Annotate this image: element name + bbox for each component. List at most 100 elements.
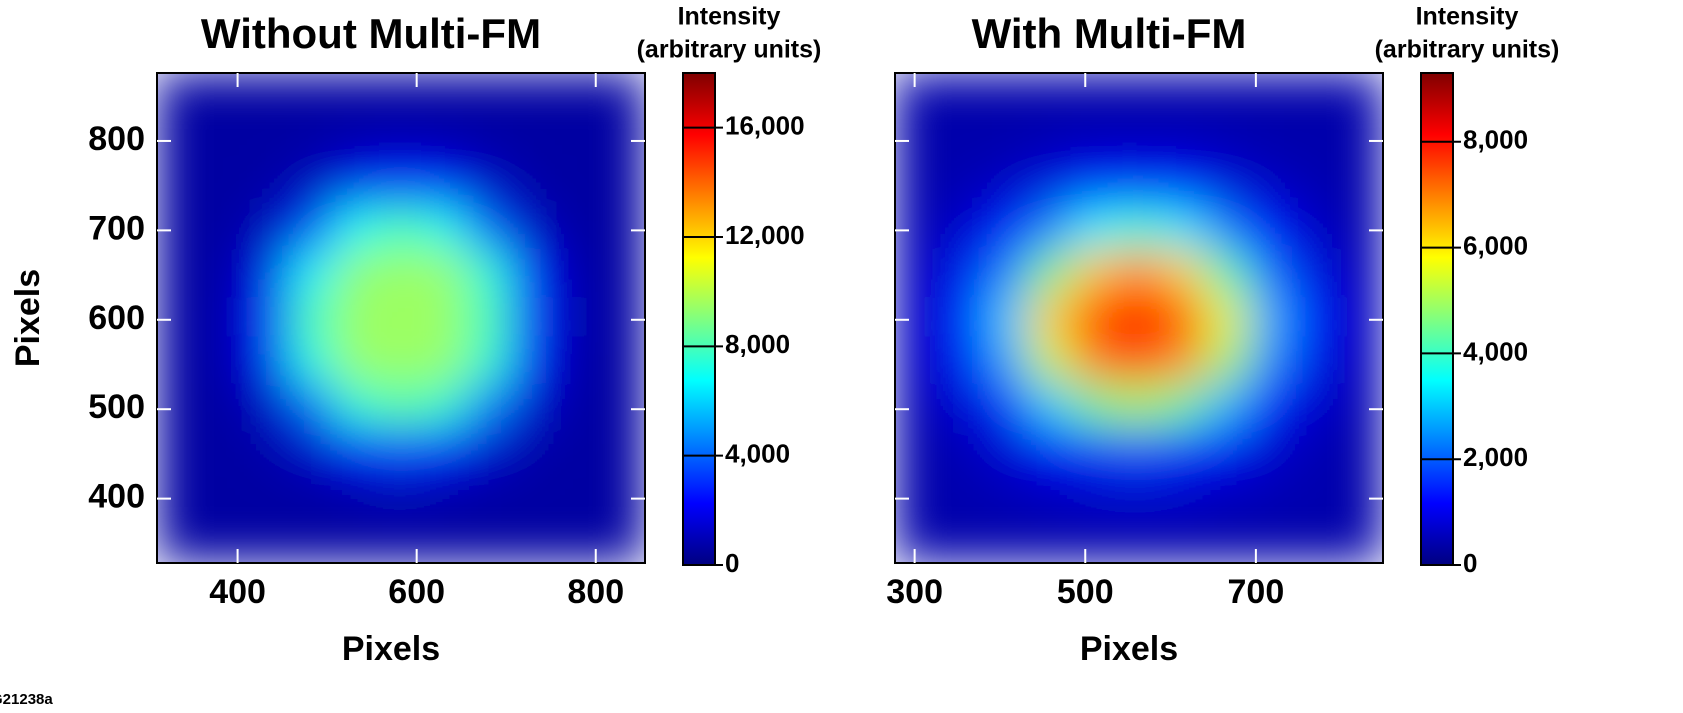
heatmap-cell <box>333 383 380 430</box>
heatmap-cell <box>422 73 469 119</box>
heatmap-cell <box>157 427 203 475</box>
heatmap-cell <box>245 73 291 119</box>
heatmap-cell <box>1071 338 1118 386</box>
heatmap-cell <box>554 295 602 341</box>
heatmap-cell <box>288 160 336 208</box>
heatmap-cell <box>895 205 941 252</box>
heatmap-cell <box>1204 383 1251 430</box>
colorbar-label: (arbitrary units) <box>1375 36 1560 64</box>
heatmap-cell <box>157 295 203 341</box>
heatmap-cell <box>1160 338 1207 386</box>
colorbar-label: Intensity <box>678 3 781 31</box>
heatmap-cell <box>982 295 1030 341</box>
heatmap-cell <box>1071 73 1118 119</box>
heatmap-cell <box>157 517 203 563</box>
heatmap-cell <box>1071 383 1118 430</box>
colorbar-tick-label: 4,000 <box>1463 336 1528 366</box>
x-axis-label: Pixels <box>342 630 440 668</box>
colorbar-label: (arbitrary units) <box>637 36 822 64</box>
heatmap-cell <box>465 295 513 341</box>
heatmap-cell <box>1027 427 1074 475</box>
heatmap-cell <box>1293 117 1340 163</box>
heatmap-cell <box>1071 517 1118 563</box>
heatmap-cell <box>938 73 985 119</box>
heatmap-cell <box>982 249 1030 297</box>
heatmap-cell <box>554 160 602 208</box>
heatmap-cell <box>1115 517 1163 563</box>
heatmap-cell <box>333 205 380 252</box>
heatmap-cell <box>377 427 424 475</box>
heatmap-cell <box>1337 517 1383 563</box>
heatmap-cell <box>982 427 1030 475</box>
heatmap-cell <box>377 160 424 208</box>
heatmap-cell <box>1293 73 1340 119</box>
heatmap-cell <box>1115 249 1163 297</box>
y-axis-label: Pixels <box>9 269 47 367</box>
heatmap-cell <box>1248 205 1296 252</box>
heatmap-cell <box>511 160 557 208</box>
heatmap-cell <box>333 117 380 163</box>
heatmap-cell <box>199 338 247 386</box>
heatmap-cell <box>982 338 1030 386</box>
heatmap-cell <box>554 383 602 430</box>
heatmap-cell <box>511 117 557 163</box>
heatmap-cell <box>1204 472 1251 520</box>
heatmap-cell <box>1204 295 1251 341</box>
heatmap-cell <box>1293 295 1340 341</box>
heatmap-cell <box>1337 205 1383 252</box>
heatmap-cell <box>199 517 247 563</box>
heatmap-cell <box>288 338 336 386</box>
heatmap-cell <box>895 160 941 208</box>
heatmap-cell <box>982 205 1030 252</box>
heatmap-cell <box>288 517 336 563</box>
y-tick-label: 400 <box>88 478 145 516</box>
colorbar-tick-label: 12,000 <box>725 220 805 250</box>
heatmap-cell <box>1293 427 1340 475</box>
colorbar-tick-label: 8,000 <box>1463 125 1528 155</box>
heatmap-cell <box>377 249 424 297</box>
heatmap-cell <box>1204 338 1251 386</box>
heatmap-cell <box>938 517 985 563</box>
heatmap-cell <box>465 472 513 520</box>
heatmap-cell <box>982 160 1030 208</box>
heatmap-cell <box>1027 338 1074 386</box>
heatmap-cell <box>1337 472 1383 520</box>
heatmap-cell <box>157 338 203 386</box>
heatmap-cell <box>895 472 941 520</box>
heatmap-cell <box>1293 338 1340 386</box>
heatmap-cell <box>199 249 247 297</box>
heatmap-cell <box>288 427 336 475</box>
colorbar <box>682 72 716 566</box>
heatmap-cell <box>1071 117 1118 163</box>
heatmap-cell <box>465 249 513 297</box>
heatmap-cell <box>1160 249 1207 297</box>
heatmap-cell <box>288 205 336 252</box>
colorbar-label: Intensity <box>1416 3 1519 31</box>
heatmap-cell <box>1337 73 1383 119</box>
heatmap-cell <box>422 338 469 386</box>
heatmap-cell <box>511 205 557 252</box>
x-tick-label: 400 <box>209 573 266 611</box>
heatmap-cell <box>982 472 1030 520</box>
heatmap-cell <box>199 383 247 430</box>
heatmap-cell <box>1337 427 1383 475</box>
plot-area <box>895 73 1383 563</box>
heatmap-cell <box>982 383 1030 430</box>
plot-frame <box>894 72 1384 564</box>
heatmap-cell <box>1160 160 1207 208</box>
heatmap-cell <box>157 472 203 520</box>
heatmap-cell <box>288 117 336 163</box>
heatmap-cell <box>938 427 985 475</box>
heatmap-cell <box>288 383 336 430</box>
heatmap-cell <box>288 472 336 520</box>
heatmap-cell <box>599 517 645 563</box>
heatmap-cell <box>245 295 291 341</box>
heatmap-cell <box>554 427 602 475</box>
heatmap-cell <box>199 205 247 252</box>
heatmap-cell <box>199 295 247 341</box>
colorbar-tick-label: 0 <box>725 548 739 578</box>
heatmap-cell <box>1027 517 1074 563</box>
heatmap-cell <box>333 249 380 297</box>
heatmap-cell <box>1071 160 1118 208</box>
x-axis-label: Pixels <box>1080 630 1178 668</box>
